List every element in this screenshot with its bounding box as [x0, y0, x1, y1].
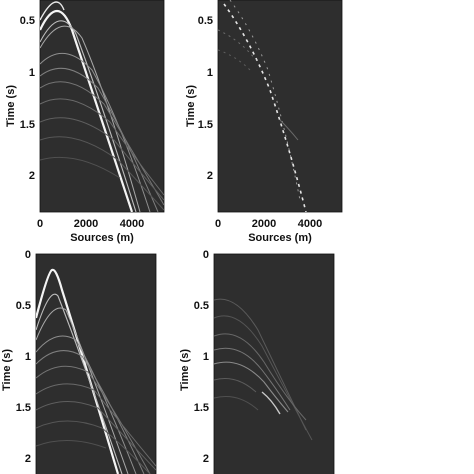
panel-top-left-events	[40, 1, 164, 212]
y-tick-label: 1.5	[198, 119, 213, 131]
x-tick-label: 0	[215, 218, 221, 230]
hyperbola-event	[40, 136, 164, 211]
panel-top-right: Time (s) 0.5 1 1.5 2 0 2000 4000 Sources…	[185, 0, 343, 244]
x-tick-label: 0	[37, 218, 43, 230]
residual-event	[279, 119, 299, 141]
panel-top-left: Time (s) 0.5 1 1.5 2 0 2000 4000 Sources…	[5, 0, 165, 244]
residual-event	[223, 3, 307, 212]
hyperbola-event	[36, 400, 156, 471]
y-tick-label: 1.5	[16, 402, 31, 414]
panel-bottom-left: Time (s) 0 0.5 1 1.5 2	[1, 249, 157, 474]
x-tick-label: 4000	[298, 218, 322, 230]
hyperbola-event	[40, 25, 141, 212]
y-tick-label: 0	[25, 249, 31, 261]
y-tick-label: 2	[207, 170, 213, 182]
y-tick-label: 1	[203, 351, 209, 363]
y-axis-label: Time (s)	[179, 349, 191, 391]
hyperbola-event	[40, 156, 121, 179]
x-axis-label: Sources (m)	[248, 232, 312, 244]
faint-event	[214, 298, 307, 431]
y-axis-label: Time (s)	[5, 85, 17, 127]
faint-event	[214, 315, 313, 441]
panel-top-right-events	[218, 0, 307, 212]
faint-event	[214, 396, 259, 411]
panel-top-right-frame	[217, 0, 343, 213]
y-tick-label: 1	[29, 67, 35, 79]
hyperbola-event	[36, 365, 151, 474]
faint-event	[261, 391, 281, 415]
hyperbola-event	[36, 293, 123, 474]
y-tick-label: 2	[29, 170, 35, 182]
hyperbola-event	[40, 52, 151, 212]
x-tick-label: 4000	[120, 218, 144, 230]
y-axis-label: Time (s)	[1, 349, 13, 391]
y-tick-label: 0.5	[198, 15, 213, 27]
x-tick-label: 2000	[74, 218, 98, 230]
panel-bottom-left-frame	[35, 253, 157, 474]
faint-event	[214, 361, 289, 413]
y-tick-label: 1.5	[20, 119, 35, 131]
residual-event	[229, 0, 301, 201]
hyperbola-event	[40, 117, 164, 201]
panel-bottom-right: Time (s) 0 0.5 1 1.5 2	[179, 249, 335, 474]
hyperbola-event	[40, 81, 164, 206]
y-tick-label: 2	[25, 453, 31, 465]
hyperbola-event	[36, 335, 137, 474]
hyperbola-event	[40, 10, 134, 212]
y-tick-label: 0	[203, 249, 209, 261]
panel-bottom-left-events	[36, 268, 156, 474]
hyperbola-event	[36, 350, 145, 474]
hyperbola-event	[36, 420, 151, 474]
y-tick-label: 1.5	[194, 402, 209, 414]
y-axis-label: Time (s)	[185, 85, 197, 127]
y-tick-label: 0.5	[194, 300, 209, 312]
y-tick-label: 2	[203, 453, 209, 465]
faint-event	[214, 333, 307, 421]
y-tick-label: 1	[207, 67, 213, 79]
faint-event	[214, 347, 291, 411]
x-tick-label: 2000	[252, 218, 276, 230]
hyperbola-event	[40, 98, 164, 196]
y-tick-label: 1	[25, 351, 31, 363]
faint-event	[214, 378, 257, 393]
residual-event	[218, 49, 251, 71]
hyperbola-event	[36, 307, 129, 474]
y-tick-label: 0.5	[16, 300, 31, 312]
hyperbola-event	[40, 1, 65, 21]
hyperbola-event	[36, 439, 107, 449]
panel-bottom-right-events	[214, 298, 313, 441]
residual-event	[218, 29, 257, 61]
x-axis-label: Sources (m)	[70, 232, 134, 244]
y-tick-label: 0.5	[20, 15, 35, 27]
hyperbola-event	[36, 383, 156, 467]
